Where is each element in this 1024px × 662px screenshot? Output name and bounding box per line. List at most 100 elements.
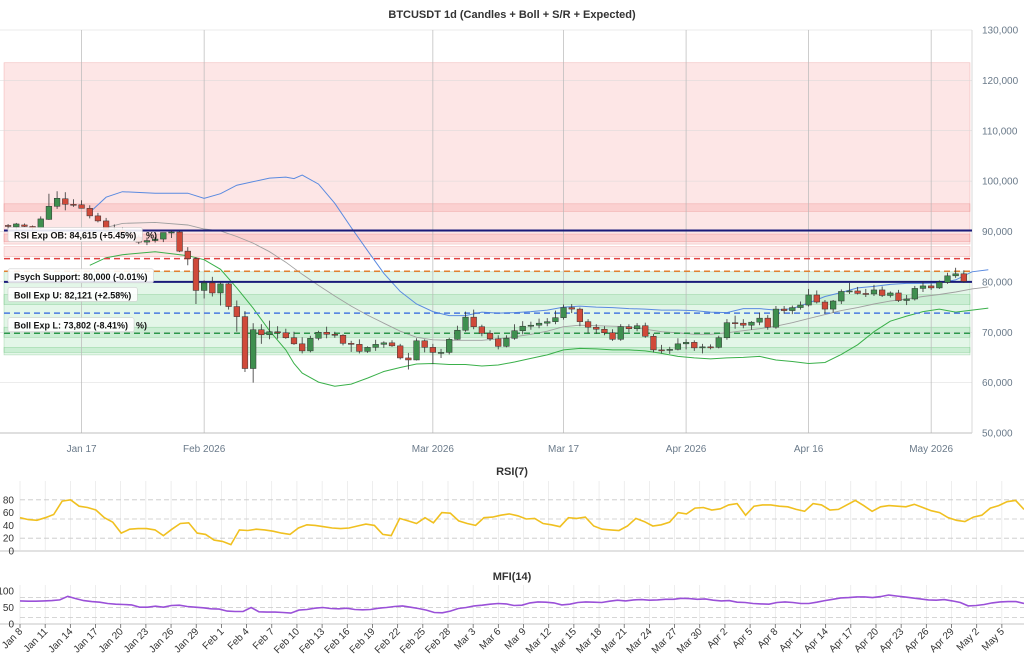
candle — [895, 289, 902, 303]
candle-body — [495, 338, 502, 347]
date-tick-label: May 2026 — [909, 444, 953, 455]
rsi-title: RSI(7) — [496, 466, 528, 478]
candle-body — [13, 223, 20, 228]
candle-body — [454, 329, 461, 340]
candle-body — [952, 273, 959, 277]
candle-body — [609, 332, 616, 340]
candle — [364, 346, 371, 353]
candle — [887, 291, 894, 298]
candle-body — [560, 307, 567, 318]
candle-body — [21, 224, 28, 227]
date-tick-label: Apr 2026 — [666, 444, 707, 455]
date-tick-label: Feb 2026 — [183, 444, 226, 455]
candle-body — [348, 343, 355, 345]
candle — [356, 339, 363, 354]
candle — [911, 285, 918, 301]
candle-body — [887, 292, 894, 296]
date-tick-label: Jan 17 — [67, 444, 97, 455]
candle-body — [928, 285, 935, 289]
candle — [740, 319, 747, 329]
rsi-tick-label: 40 — [3, 521, 15, 532]
candle — [217, 282, 224, 306]
candle — [789, 305, 796, 315]
candle — [568, 304, 575, 314]
candle — [388, 340, 396, 347]
candle-body — [691, 342, 698, 349]
candle-body — [290, 337, 298, 345]
candle — [168, 230, 175, 239]
candle — [625, 324, 633, 333]
candle-body — [544, 321, 551, 324]
candle-body — [4, 225, 12, 227]
candle-body — [944, 275, 951, 283]
candle-body — [519, 325, 526, 331]
candle-body — [699, 346, 706, 349]
candle-body — [388, 342, 396, 347]
candle-body — [274, 331, 281, 334]
candle-body — [821, 301, 829, 310]
candle-body — [429, 347, 436, 353]
candle — [429, 343, 436, 364]
resistance-zone — [3, 62, 971, 242]
candle — [258, 324, 265, 344]
candle — [290, 331, 298, 345]
candle — [339, 334, 347, 346]
candle-body — [201, 282, 208, 291]
candle — [209, 276, 216, 297]
candle-body — [478, 326, 485, 334]
candle — [470, 309, 477, 330]
candle — [233, 300, 240, 332]
candle-body — [413, 340, 420, 361]
candle — [78, 200, 85, 209]
candle — [274, 326, 281, 339]
candle-body — [903, 298, 910, 301]
candle-body — [593, 326, 600, 330]
candle — [830, 300, 837, 313]
candle — [862, 288, 869, 297]
candle — [772, 306, 780, 329]
support-zone — [3, 294, 971, 305]
date-tick-label: Mar 2026 — [412, 444, 455, 455]
candle-body — [838, 291, 845, 302]
candle — [511, 324, 518, 340]
mfi-title: MFI(14) — [493, 571, 532, 583]
candle — [421, 339, 428, 353]
price-tick-label: 60,000 — [982, 378, 1013, 389]
candle-body — [740, 322, 747, 326]
candle — [813, 290, 820, 304]
candle-body — [152, 238, 159, 241]
candle-body — [372, 344, 379, 348]
mfi-line — [19, 594, 1024, 614]
candle — [503, 335, 510, 348]
price-tick-label: 100,000 — [982, 177, 1019, 188]
candle-body — [380, 342, 387, 345]
annotation-fragment: %) — [136, 321, 147, 331]
candle — [560, 304, 567, 320]
annotation-text: RSI Exp OB: 84,615 (+5.45%) — [14, 231, 136, 241]
level-annotation: Boll Exp L: 73,802 (-8.41%) — [7, 317, 135, 333]
resistance-zone — [3, 203, 971, 212]
annotation-text: Psych Support: 80,000 (-0.01%) — [14, 272, 148, 282]
candle — [323, 326, 330, 339]
candle-body — [45, 206, 53, 220]
candle-body — [299, 343, 306, 352]
candle-body — [854, 290, 861, 294]
candle — [650, 333, 657, 353]
candle-body — [576, 308, 584, 322]
candle — [519, 321, 526, 335]
date-tick-label: Mar 17 — [548, 444, 580, 455]
candle-body — [94, 215, 102, 222]
candle — [4, 223, 12, 229]
candle — [642, 322, 649, 338]
candle — [870, 284, 878, 296]
candle — [225, 282, 232, 310]
candle — [854, 286, 861, 295]
candle-body — [397, 345, 404, 359]
candle — [62, 192, 69, 211]
candle — [397, 343, 404, 360]
candle-body — [535, 322, 543, 326]
candle-body — [258, 329, 265, 336]
candle — [715, 335, 722, 349]
candle — [299, 337, 306, 354]
candle — [633, 323, 641, 332]
